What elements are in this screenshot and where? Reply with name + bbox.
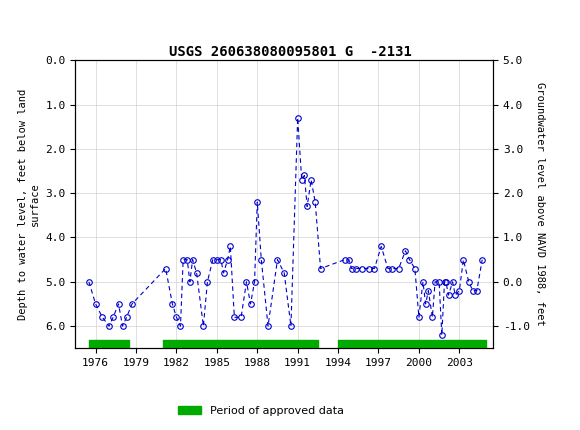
Text: USGS 260638080095801 G  -2131: USGS 260638080095801 G -2131 — [169, 45, 411, 59]
Text: ▒USGS: ▒USGS — [9, 9, 63, 30]
Legend: Period of approved data: Period of approved data — [174, 401, 348, 420]
Y-axis label: Depth to water level, feet below land
surface: Depth to water level, feet below land su… — [19, 89, 40, 320]
Y-axis label: Groundwater level above NAVD 1988, feet: Groundwater level above NAVD 1988, feet — [535, 83, 545, 326]
